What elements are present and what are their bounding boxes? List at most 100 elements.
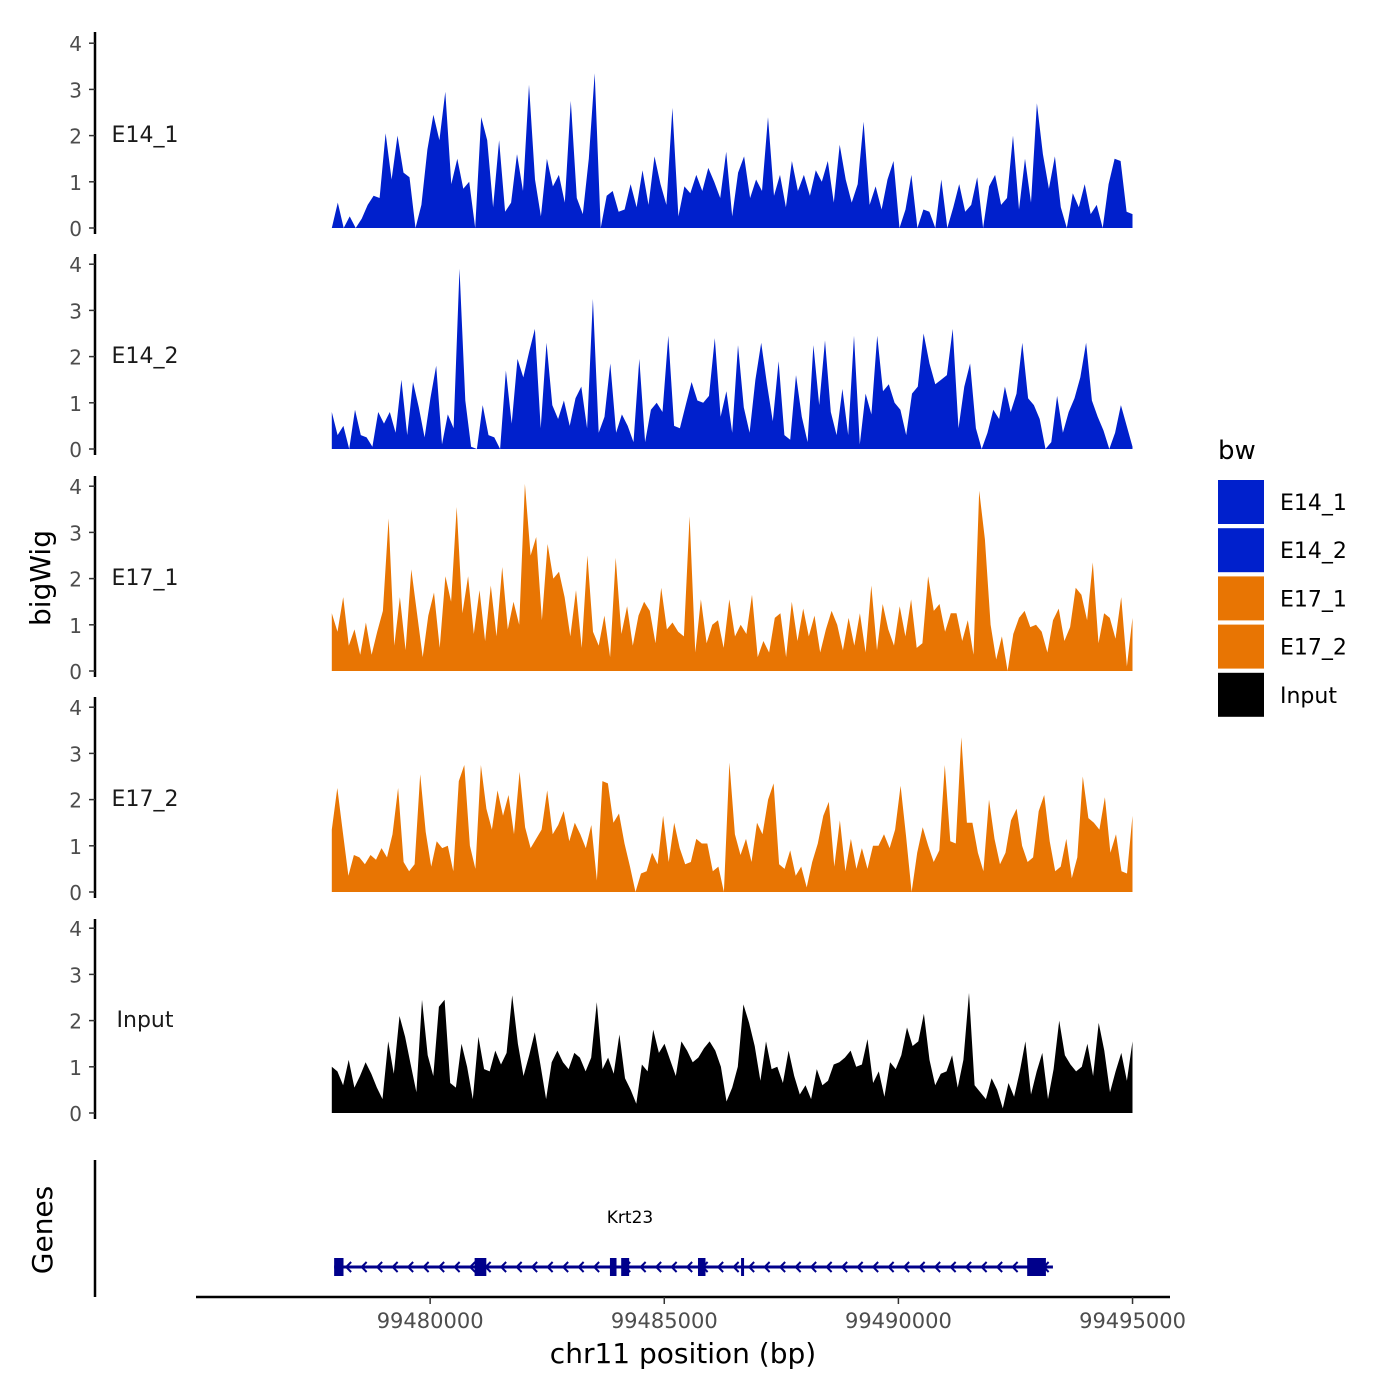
y-tick-label: 0	[69, 1102, 82, 1126]
strand-arrow	[964, 1261, 972, 1273]
track-label: E17_2	[112, 787, 179, 812]
strand-arrow	[344, 1261, 352, 1273]
strand-arrow	[685, 1261, 693, 1273]
y-tick-label: 3	[69, 521, 82, 545]
y-tick-label: 2	[69, 789, 82, 813]
gene-exon	[474, 1258, 487, 1276]
y-tick-label: 1	[69, 392, 82, 416]
coverage-area	[331, 483, 1133, 671]
strand-arrow	[747, 1261, 755, 1273]
track-e14-1: 0 1 2 3 4 E14_1	[69, 32, 1133, 241]
gene-model: Krt23	[334, 1208, 1053, 1276]
y-tick-label: 3	[69, 299, 82, 323]
y-tick-label: 4	[69, 32, 82, 56]
strand-arrow	[732, 1261, 740, 1273]
legend-label: E14_2	[1280, 539, 1347, 564]
track-label: Input	[117, 1008, 174, 1033]
y-tick-label: 1	[69, 614, 82, 638]
strand-arrow	[561, 1261, 569, 1273]
coverage-area	[331, 73, 1133, 228]
strand-arrow	[577, 1261, 585, 1273]
strand-arrow	[530, 1261, 538, 1273]
track-label: E14_1	[112, 123, 179, 148]
x-axis: 99480000 99485000 99490000 99495000	[196, 1295, 1186, 1333]
gene-name-label: Krt23	[607, 1208, 653, 1228]
strand-arrow	[995, 1261, 1003, 1273]
x-axis-label: chr11 position (bp)	[550, 1337, 816, 1370]
y-tick-label: 0	[69, 660, 82, 684]
strand-arrow	[887, 1261, 895, 1273]
gene-track: Krt23	[93, 1160, 1053, 1297]
strand-arrow	[794, 1261, 802, 1273]
gene-track-label: Genes	[26, 1186, 59, 1274]
coverage-tracks: 0 1 2 3 4 E14_1 0 1 2 3 4 E14_2 0 1 2 3 4 E17_1 0 1 2 3 4 E17_2…	[69, 32, 1133, 1126]
legend-swatch	[1218, 624, 1264, 669]
y-tick-label: 3	[69, 742, 82, 766]
track-label: E14_2	[112, 344, 179, 369]
strand-arrow	[871, 1261, 879, 1273]
legend-swatch	[1218, 480, 1264, 524]
strand-arrow	[654, 1261, 662, 1273]
y-tick-label: 2	[69, 346, 82, 370]
coverage-area	[331, 268, 1133, 449]
y-tick-label: 0	[69, 217, 82, 241]
strand-arrow	[778, 1261, 786, 1273]
coverage-area	[331, 737, 1133, 892]
track-e17-2: 0 1 2 3 4 E17_2	[69, 696, 1133, 905]
gene-exon	[334, 1258, 344, 1276]
legend-entry: E17_2	[1218, 624, 1347, 669]
legend-entry: E14_2	[1218, 528, 1347, 573]
y-tick-label: 2	[69, 125, 82, 149]
y-tick-label: 3	[69, 78, 82, 102]
strand-arrow	[670, 1261, 678, 1273]
legend-entry: E14_1	[1218, 480, 1347, 524]
legend: bw E14_1 E14_2 E17_1 E17_2 Input	[1218, 436, 1347, 717]
gene-exon	[609, 1258, 617, 1276]
strand-arrow	[546, 1261, 554, 1273]
strand-arrow	[468, 1261, 476, 1273]
legend-label: E17_2	[1280, 636, 1347, 661]
strand-arrow	[499, 1261, 507, 1273]
strand-arrow	[360, 1261, 368, 1273]
track-e17-1: 0 1 2 3 4 E17_1	[69, 475, 1133, 684]
track-label: E17_1	[112, 566, 179, 591]
y-axis-label: bigWig	[24, 530, 57, 626]
legend-label: E14_1	[1280, 491, 1347, 516]
strand-arrow	[639, 1261, 647, 1273]
strand-arrow	[856, 1261, 864, 1273]
y-tick-label: 4	[69, 475, 82, 499]
y-tick-label: 0	[69, 438, 82, 462]
strand-arrow	[515, 1261, 523, 1273]
strand-arrow	[453, 1261, 461, 1273]
strand-arrow	[422, 1261, 430, 1273]
legend-swatch	[1218, 576, 1264, 621]
strand-arrow	[1011, 1261, 1019, 1273]
y-tick-label: 2	[69, 1010, 82, 1034]
y-tick-label: 4	[69, 253, 82, 277]
strand-arrow	[933, 1261, 941, 1273]
strand-arrow	[825, 1261, 833, 1273]
strand-arrow	[902, 1261, 910, 1273]
y-tick-label: 4	[69, 917, 82, 941]
legend-swatch	[1218, 672, 1264, 717]
strand-arrow	[949, 1261, 957, 1273]
legend-swatch	[1218, 528, 1264, 573]
strand-arrow	[763, 1261, 771, 1273]
strand-arrow	[437, 1261, 445, 1273]
track-input: 0 1 2 3 4 Input	[69, 917, 1133, 1126]
strand-arrow	[406, 1261, 414, 1273]
gene-exon	[1027, 1258, 1046, 1276]
legend-label: Input	[1280, 684, 1337, 709]
x-tick-label: 99480000	[377, 1309, 484, 1333]
strand-arrow	[391, 1261, 399, 1273]
strand-arrow	[592, 1261, 600, 1273]
strand-arrow	[840, 1261, 848, 1273]
gene-exon	[697, 1258, 706, 1276]
track-e14-2: 0 1 2 3 4 E14_2	[69, 253, 1133, 462]
strand-arrow	[375, 1261, 383, 1273]
x-tick-label: 99490000	[845, 1309, 952, 1333]
legend-label: E17_1	[1280, 587, 1347, 612]
y-tick-label: 0	[69, 881, 82, 905]
y-tick-label: 1	[69, 171, 82, 195]
